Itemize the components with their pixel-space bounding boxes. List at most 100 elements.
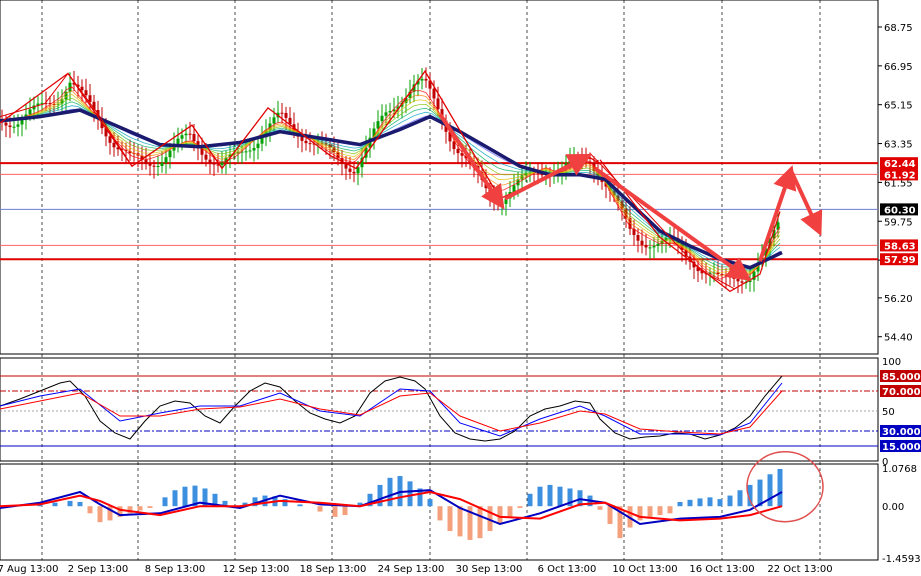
candle-body — [12, 126, 16, 128]
price-panel[interactable] — [0, 0, 879, 355]
candle-body — [300, 136, 304, 141]
macd-histogram-bar — [357, 502, 363, 507]
candle-body — [632, 228, 636, 236]
candle-body — [56, 103, 60, 105]
level-tag-label: 57.99 — [884, 255, 916, 266]
candle-body — [692, 261, 696, 268]
candle-body — [48, 103, 52, 105]
macd-histogram-bar — [127, 506, 133, 514]
macd-histogram-bar — [527, 493, 533, 507]
candle-body — [512, 185, 516, 192]
level-tag-label: 58.63 — [884, 241, 916, 252]
candle-body — [384, 112, 388, 116]
candle-body — [304, 140, 308, 144]
candle-body — [520, 175, 524, 180]
y-tick-label: 61.55 — [884, 178, 913, 189]
macd-histogram-bar — [212, 493, 218, 507]
macd-y-axis: 1.0768 0.00 -1.4593 — [882, 464, 921, 565]
macd-histogram-bar — [437, 506, 443, 521]
macd-histogram-bar — [222, 500, 228, 507]
candle-body — [732, 277, 736, 279]
macd-histogram-bar — [617, 506, 623, 539]
macd-series-line — [0, 490, 783, 522]
candle-body — [76, 84, 80, 87]
macd-histogram-bar — [457, 506, 463, 537]
macd-histogram-bar — [117, 506, 123, 517]
macd-histogram-bar — [77, 501, 83, 507]
candle-body — [656, 243, 660, 246]
candle-body — [212, 163, 216, 165]
candle-body — [4, 122, 8, 126]
candle-body — [52, 103, 56, 105]
candle-body — [156, 165, 160, 167]
candle-body — [272, 117, 276, 124]
candle-body — [452, 141, 456, 149]
candle-body — [124, 150, 128, 152]
macd-histogram-bar — [777, 468, 783, 507]
macd-histogram-bar — [377, 484, 383, 507]
candle-body — [60, 99, 64, 104]
candle-body — [28, 109, 32, 115]
macd-histogram-bar — [182, 486, 188, 507]
candle-body — [216, 164, 220, 166]
candle-body — [704, 273, 708, 275]
macd-histogram-bar — [162, 497, 168, 507]
macd-histogram-bar — [87, 506, 93, 514]
candle-body — [460, 153, 464, 156]
candle-body — [576, 157, 580, 159]
macd-histogram-bar — [557, 486, 563, 507]
macd-histogram-bar — [547, 484, 553, 507]
candle-body — [536, 173, 540, 175]
trend-arrow — [593, 166, 752, 281]
candle-body — [36, 103, 40, 106]
candle-body — [728, 276, 732, 278]
x-tick-label: 18 Sep 13:00 — [300, 564, 367, 575]
candle-body — [68, 82, 72, 92]
oscillator-level-tag — [880, 385, 921, 397]
candle-body — [500, 203, 504, 205]
trend-arrow — [504, 153, 593, 201]
macd-annotation — [746, 450, 824, 523]
candle-body — [308, 143, 312, 145]
candle-body — [164, 157, 168, 163]
x-tick-label: 10 Oct 13:00 — [612, 564, 677, 575]
candle-body — [504, 198, 508, 204]
oscillator-panel[interactable] — [0, 357, 879, 462]
oscillator-series-line — [0, 382, 783, 437]
level-tag — [880, 239, 918, 252]
macd-histogram-bar — [192, 485, 198, 507]
macd-histogram-bar — [747, 484, 753, 507]
candle-body — [388, 111, 392, 113]
candle-body — [8, 125, 12, 128]
macd-histogram-bar — [567, 488, 573, 507]
candle-body — [360, 157, 364, 168]
candle-body — [756, 263, 760, 272]
macd-histogram-bar — [317, 506, 323, 512]
x-tick-label: 16 Oct 13:00 — [689, 564, 754, 575]
candle-body — [200, 148, 204, 155]
candle-body — [752, 271, 756, 280]
trend-arrow — [438, 113, 505, 210]
level-tag — [880, 203, 918, 216]
candle-body — [404, 98, 408, 103]
candle-body — [412, 84, 416, 92]
candle-body — [80, 86, 84, 91]
price-annotations — [0, 70, 823, 293]
candle-body — [448, 131, 452, 142]
macd-y-tick-label: 0.00 — [882, 502, 904, 513]
macd-histogram-bar — [477, 506, 483, 539]
oscillator-level-label: 30.0000 — [882, 427, 921, 438]
macd-histogram-bar — [537, 486, 543, 507]
candle-body — [88, 95, 92, 102]
macd-histogram-bar — [517, 506, 523, 508]
macd-lines — [0, 489, 783, 526]
macd-histogram-bar — [687, 499, 693, 507]
candle-body — [644, 245, 648, 248]
macd-histogram-bar — [597, 506, 603, 510]
macd-histogram-bar — [107, 506, 113, 521]
ribbon-line — [0, 90, 781, 277]
trend-arrow — [758, 165, 797, 262]
macd-y-tick-label: 1.0768 — [882, 464, 917, 475]
x-tick-label: 7 Aug 13:00 — [0, 564, 59, 575]
